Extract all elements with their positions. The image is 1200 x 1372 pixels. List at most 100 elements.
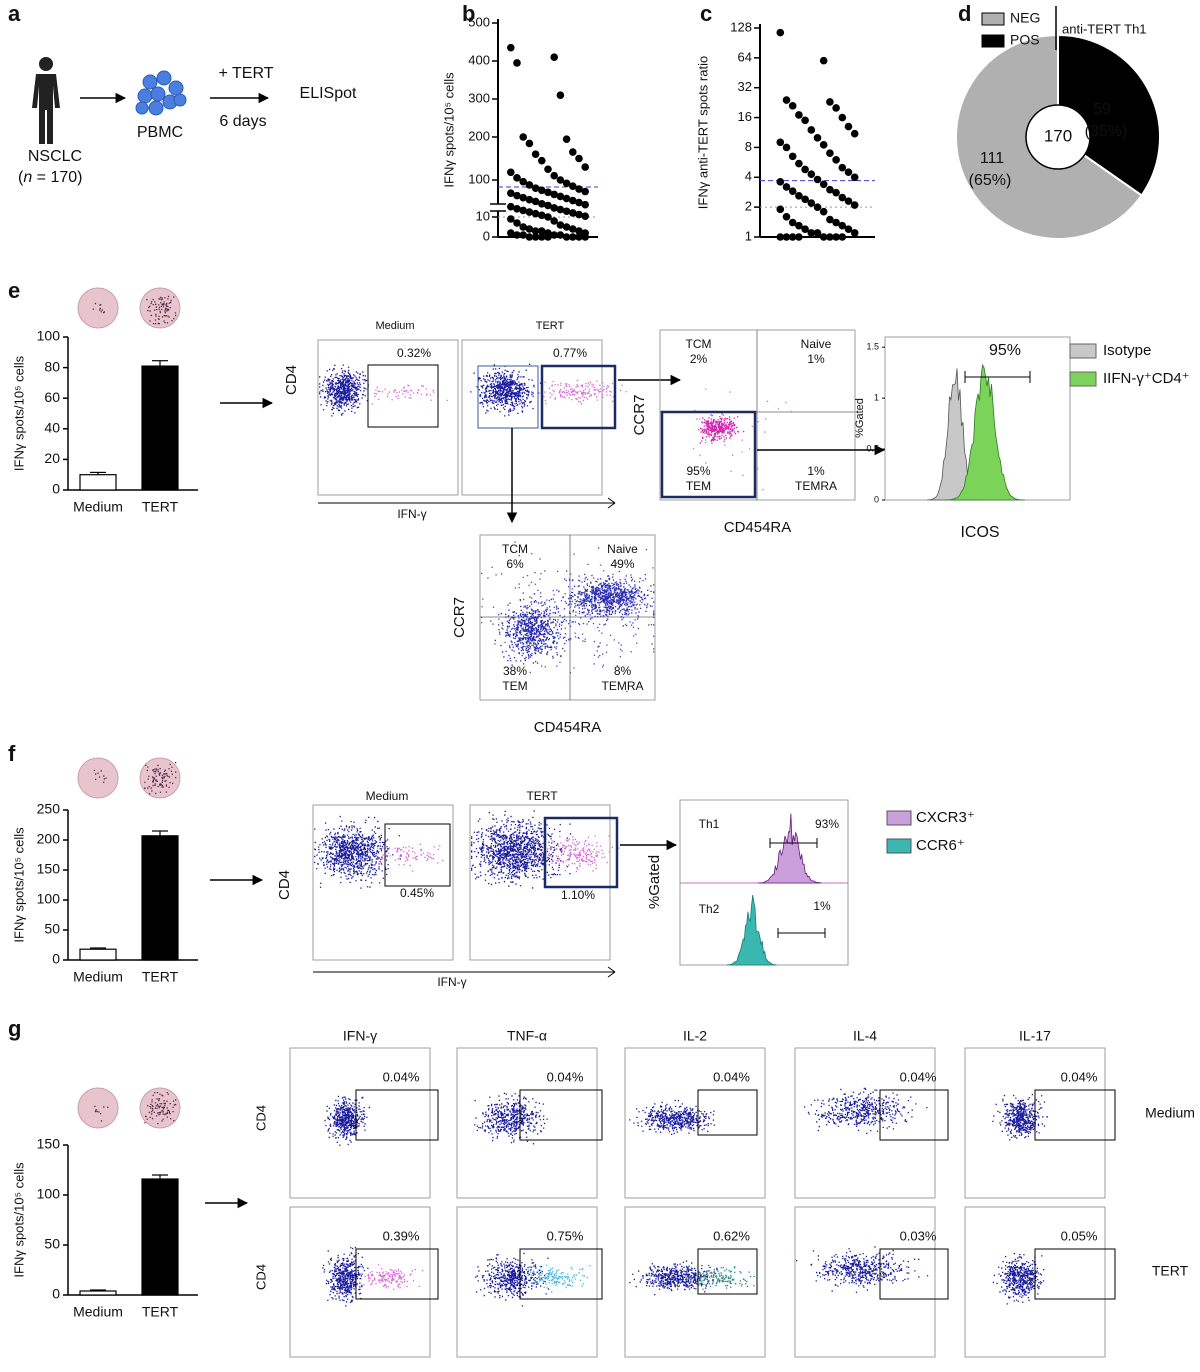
gate-label: 0.45% [400,886,434,900]
gate [540,364,617,430]
data-point [832,188,840,197]
cytometry-events [492,596,571,666]
data-point [832,218,840,227]
y-tick-label: 10 [476,208,490,223]
data-point [525,181,534,189]
label: TNF-α [507,1028,547,1044]
label: Naive [607,542,638,556]
axis-break [489,204,507,212]
gate-label: 0.04% [900,1069,937,1084]
panel-label: f [8,741,16,766]
data-point [562,179,571,188]
label: TEM [686,479,711,493]
data-point [544,213,552,221]
panel-label: c [700,1,712,26]
data-point [838,193,847,202]
cytometry-events [556,574,653,627]
plot-frame [456,1047,598,1199]
axis-label: CD454RA [534,719,602,736]
elispot-well [77,757,119,799]
data-point [525,195,534,204]
pie-center [1025,104,1091,170]
gate [697,1089,758,1136]
plot-frame [312,804,454,961]
legend-swatch [1069,343,1097,359]
data-point [531,209,540,218]
data-point [788,152,797,161]
axis-label: CD4 [276,870,293,900]
cytometry-events [93,769,107,783]
gate-label: 0.04% [547,1069,584,1084]
data-point [581,200,589,209]
data-point [819,207,828,216]
x-tick-label: TERT [142,969,179,985]
y-tick-label: 150 [37,861,61,877]
data-point [826,149,834,157]
data-point [531,227,540,235]
axis-label: IFN-γ [397,507,426,521]
cytometry-events [144,1092,177,1125]
bar [79,1290,117,1296]
data-point [562,207,571,216]
data-point [838,113,847,122]
data-point [850,201,859,209]
data-point [782,96,791,104]
data-point [788,102,797,110]
y-tick-label: 2 [745,199,752,214]
pbmc-icon [135,70,187,116]
data-point [544,233,552,241]
data-point [813,203,822,211]
label: TERT [1152,1263,1189,1279]
axis-label: IFN-γ [437,975,466,989]
histogram-curve [944,363,1025,501]
data-point [556,221,565,229]
data-point [538,200,546,208]
y-tick-label: 64 [738,49,752,64]
data-point [507,43,515,52]
data-point [776,138,785,147]
axis-label: %Gated [646,855,663,909]
x-tick-label: Medium [73,969,123,985]
data-point [581,233,589,241]
data-point [519,231,527,239]
y-tick-label: 200 [37,831,61,847]
data-point [556,231,565,239]
label: + TERT [219,65,274,82]
gate-label: 0.77% [553,346,587,360]
plot-frame [624,1047,766,1199]
data-label: (65%) [969,172,1012,189]
data-point [819,141,828,149]
cytometry-events [803,1087,928,1135]
data-point [538,186,546,195]
data-point [562,135,571,143]
gate [543,816,619,889]
legend-swatch [1069,371,1097,387]
y-tick-label: 0.5 [866,443,879,453]
cytometry-events [629,1099,715,1135]
y-tick-label: 400 [468,52,490,67]
data-point [519,223,527,231]
data-point [513,219,521,227]
data-point [782,143,791,152]
legend-label: NEG [1010,10,1040,26]
y-tick-label: 0 [874,494,879,504]
bar [141,835,179,961]
data-point [550,171,558,180]
data-point [531,150,540,158]
bar [79,948,117,961]
gate [1034,1089,1116,1141]
gate-label: 0.04% [1061,1069,1098,1084]
cytometry-events [319,364,369,417]
data-point [813,134,822,142]
cytometry-events [796,1246,929,1293]
data-point [562,223,571,231]
y-tick-label: 500 [468,14,490,29]
cytometry-events [144,762,177,795]
data-point [525,233,534,241]
axis-label: CCR7 [631,395,648,436]
label: 95% [686,464,710,478]
cytometry-events [146,295,177,325]
label: 2% [690,352,708,366]
cytometry-events [518,1264,591,1293]
data-point [544,201,552,210]
